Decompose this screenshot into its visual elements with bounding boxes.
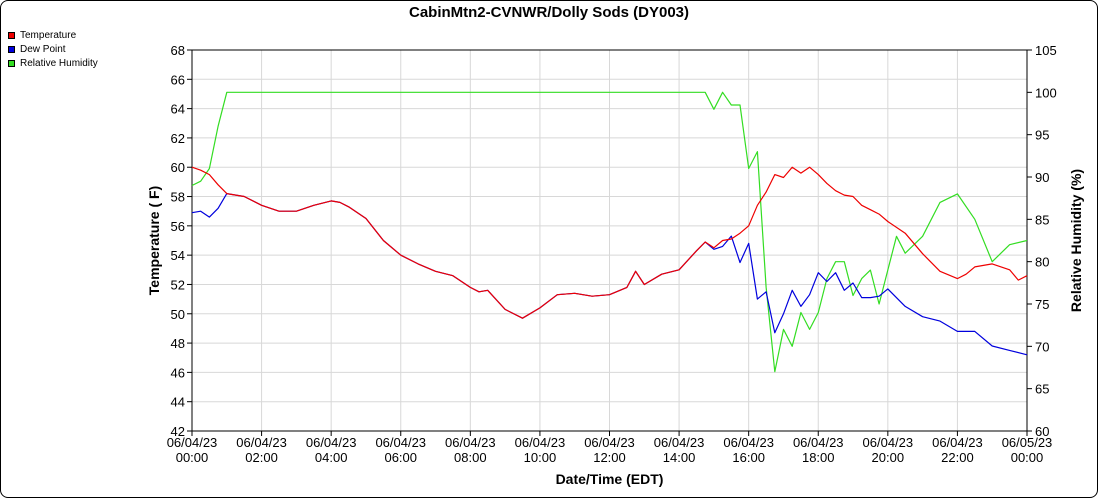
x-tick-time: 10:00: [524, 450, 557, 465]
x-tick-time: 22:00: [941, 450, 974, 465]
left-tick-label: 44: [171, 395, 185, 410]
right-tick-label: 65: [1035, 382, 1049, 397]
x-tick-time: 00:00: [176, 450, 209, 465]
x-tick-date: 06/05/23: [1002, 435, 1053, 450]
legend-label-temperature: Temperature: [20, 29, 77, 41]
x-tick-time: 14:00: [663, 450, 696, 465]
left-tick-label: 66: [171, 72, 185, 87]
x-axis-label: Date/Time (EDT): [556, 471, 664, 487]
legend-label-relative-humidity: Relative Humidity: [20, 57, 98, 69]
series-line-temperature: [191, 166, 1028, 319]
series-lines: [191, 91, 1028, 373]
legend-item-relative-humidity: Relative Humidity: [8, 56, 98, 70]
left-tick-label: 42: [171, 424, 185, 439]
left-tick-label: 56: [171, 219, 185, 234]
y-axis-label-right: Relative Humidity (%): [1068, 169, 1084, 312]
left-tick-label: 62: [171, 131, 185, 146]
right-tick-label: 105: [1035, 43, 1057, 58]
x-tick-date: 06/04/23: [654, 435, 705, 450]
right-tick-label: 100: [1035, 85, 1057, 100]
x-tick-time: 08:00: [454, 450, 487, 465]
x-tick-date: 06/04/23: [584, 435, 635, 450]
x-tick-date: 06/04/23: [236, 435, 287, 450]
x-tick-date: 06/04/23: [375, 435, 426, 450]
x-tick-date: 06/04/23: [167, 435, 218, 450]
x-tick-time: 02:00: [245, 450, 278, 465]
x-tick-time: 00:00: [1011, 450, 1044, 465]
right-tick-label: 70: [1035, 339, 1049, 354]
x-tick-time: 20:00: [872, 450, 905, 465]
left-tick-label: 52: [171, 277, 185, 292]
legend-swatch-temperature: [8, 31, 15, 39]
x-tick-date: 06/04/23: [445, 435, 496, 450]
right-tick-label: 60: [1035, 424, 1049, 439]
legend-swatch-dew-point: [8, 45, 15, 53]
left-tick-label: 50: [171, 307, 185, 322]
x-tick-time: 18:00: [802, 450, 835, 465]
x-tick-time: 16:00: [732, 450, 765, 465]
right-axis-ticks: 60 65 70 75 80 85 90 95 100 105: [1027, 43, 1057, 439]
left-tick-label: 68: [171, 43, 185, 58]
right-tick-label: 90: [1035, 170, 1049, 185]
right-tick-label: 85: [1035, 212, 1049, 227]
grid: [191, 49, 1028, 432]
left-tick-label: 54: [171, 248, 185, 263]
x-tick-date: 06/04/23: [515, 435, 566, 450]
x-tick-date: 06/04/23: [863, 435, 914, 450]
legend-item-dew-point: Dew Point: [8, 42, 98, 56]
x-axis-ticks: 06/04/2300:0006/04/2302:0006/04/2304:000…: [167, 431, 1053, 465]
x-tick-date: 06/04/23: [306, 435, 357, 450]
x-tick-time: 12:00: [593, 450, 626, 465]
legend-swatch-relative-humidity: [8, 59, 15, 67]
legend-label-dew-point: Dew Point: [20, 43, 66, 55]
left-axis-ticks: 42 44 46 48 50 52 54 56 58 60 62 64 66 68: [171, 43, 192, 439]
x-tick-time: 06:00: [384, 450, 417, 465]
left-tick-label: 46: [171, 365, 185, 380]
right-tick-label: 75: [1035, 297, 1049, 312]
left-tick-label: 60: [171, 160, 185, 175]
x-tick-date: 06/04/23: [723, 435, 774, 450]
legend-item-temperature: Temperature: [8, 28, 98, 42]
y-axis-label-left: Temperature ( F): [146, 186, 162, 295]
x-tick-date: 06/04/23: [932, 435, 983, 450]
left-tick-label: 64: [171, 102, 185, 117]
series-line-relative-humidity: [191, 91, 1028, 373]
legend: Temperature Dew Point Relative Humidity: [8, 28, 98, 70]
left-tick-label: 48: [171, 336, 185, 351]
left-tick-label: 58: [171, 190, 185, 205]
right-tick-label: 80: [1035, 255, 1049, 270]
x-tick-date: 06/04/23: [793, 435, 844, 450]
x-tick-time: 04:00: [315, 450, 348, 465]
right-tick-label: 95: [1035, 128, 1049, 143]
chart-title: CabinMtn2-CVNWR/Dolly Sods (DY003): [408, 4, 690, 21]
